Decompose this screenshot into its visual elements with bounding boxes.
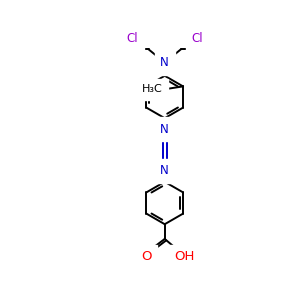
Text: H₃C: H₃C [142,84,163,94]
Text: OH: OH [174,250,195,263]
Text: Cl: Cl [127,32,138,45]
Text: N: N [160,123,169,136]
Text: Cl: Cl [191,32,203,45]
Text: O: O [141,250,152,263]
Text: N: N [160,56,169,69]
Text: N: N [160,164,169,177]
